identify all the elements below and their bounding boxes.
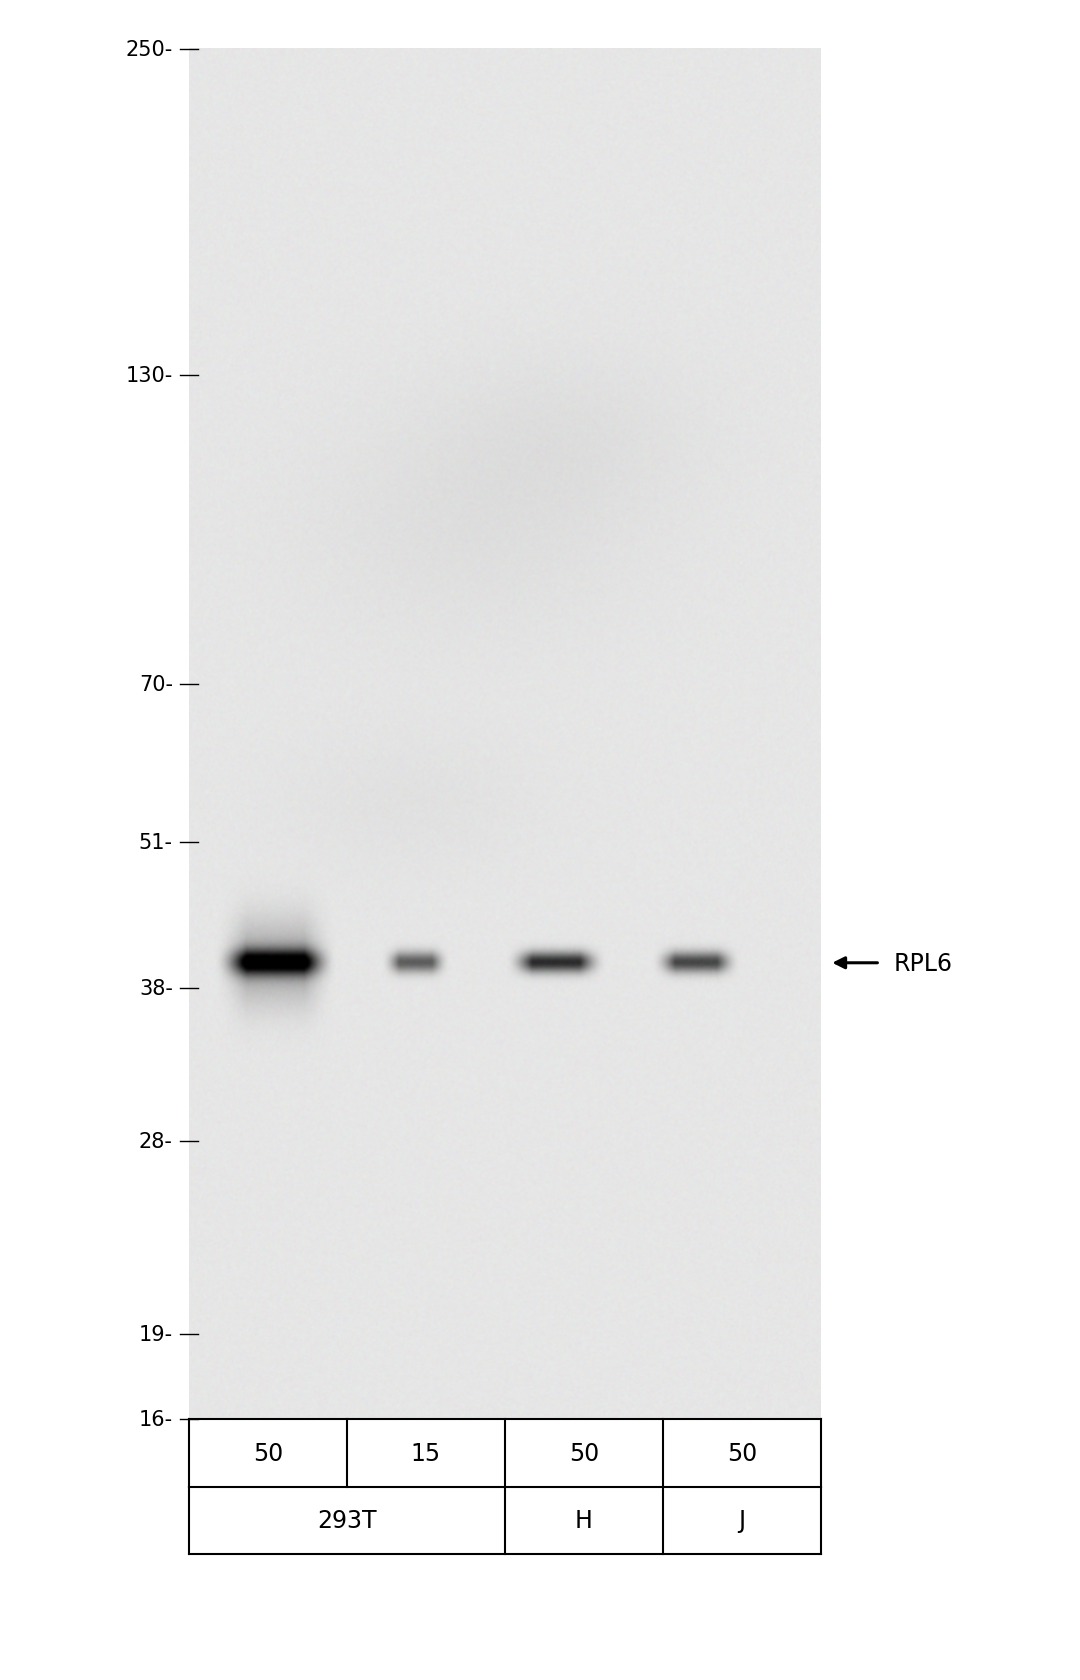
Text: 51-: 51- <box>139 832 173 852</box>
Text: 16-: 16- <box>138 1410 173 1430</box>
Text: 50: 50 <box>569 1441 599 1465</box>
Text: 250-: 250- <box>125 40 173 60</box>
Text: 50: 50 <box>253 1441 283 1465</box>
Text: 15: 15 <box>410 1441 441 1465</box>
Text: 293T: 293T <box>318 1509 377 1532</box>
Text: 50: 50 <box>727 1441 757 1465</box>
Text: H: H <box>575 1509 593 1532</box>
Text: 38-: 38- <box>139 979 173 998</box>
Text: 70-: 70- <box>139 674 173 694</box>
Text: J: J <box>739 1509 745 1532</box>
Text: RPL6: RPL6 <box>893 951 953 974</box>
Text: 28-: 28- <box>139 1131 173 1151</box>
Text: 130-: 130- <box>125 366 173 386</box>
Text: 19-: 19- <box>138 1324 173 1344</box>
